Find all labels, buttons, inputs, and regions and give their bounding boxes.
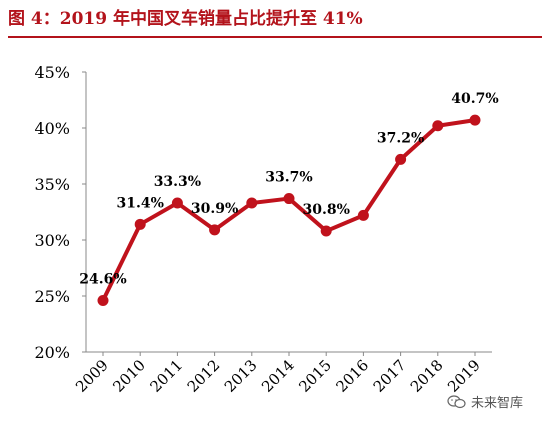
watermark: 未来智库 (447, 392, 523, 411)
x-tick-label: 2012 (184, 356, 224, 396)
data-point (320, 225, 332, 237)
x-tick-label: 2016 (332, 356, 372, 396)
x-tick-label: 2015 (295, 356, 335, 396)
data-point (246, 197, 258, 209)
y-tick-label: 40% (34, 119, 70, 138)
data-label: 30.8% (302, 202, 349, 218)
data-label: 33.3% (154, 174, 201, 190)
data-label: 37.2% (377, 130, 424, 146)
x-tick-label: 2019 (444, 356, 484, 396)
y-tick-label: 45% (34, 63, 70, 82)
y-tick-label: 20% (34, 343, 70, 362)
x-tick-label: 2009 (72, 356, 112, 396)
data-label: 30.9% (191, 201, 238, 217)
data-point (357, 209, 369, 221)
y-tick-label: 30% (34, 231, 70, 250)
x-tick-label: 2018 (407, 356, 447, 396)
x-tick-label: 2017 (370, 356, 410, 396)
figure-title: 图 4：2019 年中国叉车销量占比提升至 41% (8, 9, 363, 29)
x-tick-label: 2010 (109, 356, 149, 396)
y-axis: 20% 25% 30% 35% 40% 45% (34, 63, 87, 362)
x-axis: 2009201020112012201320142015201620172018… (72, 351, 492, 396)
y-tick-label: 25% (34, 287, 70, 306)
x-tick-label: 2013 (221, 356, 261, 396)
data-label: 33.7% (265, 170, 312, 186)
data-labels: 24.6% 31.4% 33.3% 30.9% 33.7% 30.8% 37.2% 40.7% (79, 91, 498, 287)
data-point (469, 114, 481, 126)
data-point (134, 218, 146, 230)
data-point (97, 294, 109, 306)
data-point (432, 120, 444, 132)
series-line-group (97, 114, 481, 306)
x-tick-label: 2011 (146, 356, 186, 396)
watermark-text: 未来智库 (471, 396, 524, 411)
y-tick-label: 35% (34, 175, 70, 194)
data-point (209, 224, 221, 236)
data-point (283, 193, 295, 205)
data-point (395, 153, 407, 165)
data-point (171, 197, 183, 209)
data-label: 24.6% (79, 271, 126, 287)
wechat-icon (447, 394, 466, 408)
data-label: 40.7% (451, 91, 498, 107)
title-divider (8, 36, 542, 38)
x-tick-label: 2014 (258, 356, 298, 396)
data-label: 31.4% (116, 195, 163, 211)
